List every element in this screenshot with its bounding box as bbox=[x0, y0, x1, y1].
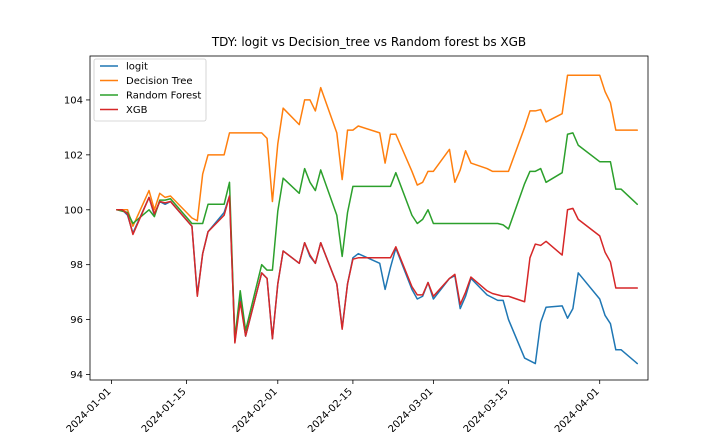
y-axis: 94 96 98 100 102 104 bbox=[64, 95, 90, 381]
x-tick-label: 2024-01-15 bbox=[140, 386, 189, 432]
series-line-decision-tree bbox=[116, 74, 639, 227]
y-tick-label: 102 bbox=[64, 150, 83, 161]
legend-label: logit bbox=[126, 62, 148, 73]
y-tick-label: 94 bbox=[70, 370, 83, 381]
x-tick-label: 2024-01-01 bbox=[65, 386, 114, 432]
legend: logit Decision Tree Random Forest XGB bbox=[93, 58, 207, 122]
y-tick-label: 104 bbox=[64, 95, 83, 106]
legend-label: Decision Tree bbox=[126, 76, 193, 87]
x-tick-label: 2024-03-15 bbox=[462, 386, 511, 432]
legend-box bbox=[93, 58, 207, 122]
x-tick-label: 2024-02-01 bbox=[231, 386, 280, 432]
x-tick-label: 2024-02-15 bbox=[306, 386, 355, 432]
series-line-xgb bbox=[116, 195, 639, 344]
series-lines bbox=[116, 74, 639, 365]
x-tick-label: 2024-03-01 bbox=[387, 386, 436, 432]
x-axis: 2024-01-01 2024-01-15 2024-02-01 2024-02-15… bbox=[65, 380, 602, 432]
y-tick-label: 96 bbox=[70, 315, 83, 326]
y-tick-label: 98 bbox=[70, 260, 83, 271]
chart-title: TDY: logit vs Decision_tree vs Random fo… bbox=[211, 35, 526, 49]
plot-area bbox=[89, 55, 649, 381]
series-line-random-forest bbox=[116, 132, 639, 340]
y-tick-label: 100 bbox=[64, 205, 83, 216]
x-tick-label: 2024-04-01 bbox=[553, 386, 602, 432]
legend-label: XGB bbox=[126, 105, 148, 116]
legend-label: Random Forest bbox=[126, 91, 201, 102]
series-line-logit bbox=[116, 195, 639, 365]
